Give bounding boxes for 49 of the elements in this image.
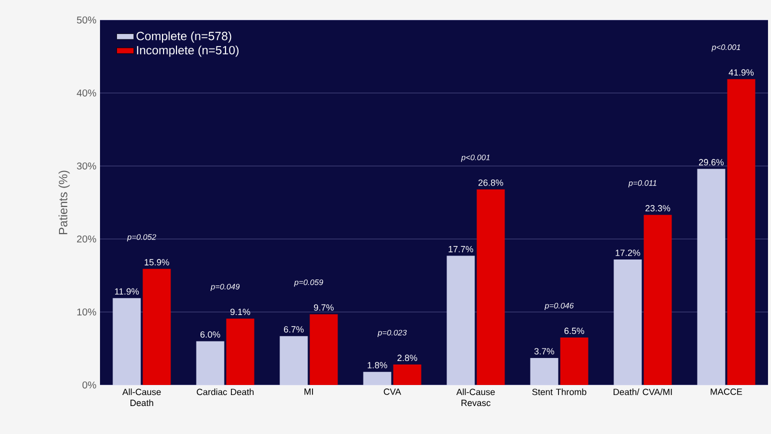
bar	[727, 79, 756, 385]
data-label: 6.5%	[564, 328, 584, 334]
data-label: 3.7%	[534, 348, 554, 354]
bar	[644, 214, 672, 385]
data-label: 9.7%	[314, 304, 334, 311]
data-label: 29.6%	[698, 159, 724, 166]
data-label: 17.7%	[448, 246, 474, 252]
bar	[614, 259, 642, 385]
y-tick-label: 40%	[76, 89, 96, 97]
data-label: 41.9%	[728, 69, 754, 76]
bar	[196, 341, 224, 385]
data-label: 11.9%	[115, 288, 139, 295]
data-label: 1.8%	[368, 362, 388, 368]
bar	[112, 298, 141, 385]
bar	[476, 189, 505, 385]
y-tick-label: 30%	[76, 162, 96, 170]
data-label: 26.8%	[478, 179, 504, 186]
bar	[142, 268, 171, 385]
y-axis-title: Patients (%)	[58, 170, 70, 234]
y-tick-label: 10%	[77, 308, 96, 316]
legend-label: Incomplete (n=510)	[137, 46, 239, 57]
x-tick-label: Stent Thromb	[532, 388, 586, 396]
bar	[446, 256, 475, 385]
bar	[560, 338, 588, 385]
bar	[363, 372, 392, 385]
data-label: 15.9%	[144, 259, 170, 266]
x-tick-label: All-Cause Revasc	[456, 388, 495, 406]
y-tick-label: 50%	[76, 16, 96, 24]
data-label: 6.7%	[284, 326, 304, 333]
y-tick-label: 20%	[77, 235, 96, 243]
data-label: 23.3%	[645, 205, 670, 212]
x-tick-label: CVA	[384, 388, 402, 395]
data-label: 6.0%	[200, 331, 220, 338]
legend-label: Complete (n=578)	[136, 31, 232, 43]
bar	[697, 168, 726, 385]
x-tick-label: Death/ CVA/MI	[614, 388, 672, 396]
data-label: 17.2%	[616, 250, 640, 256]
bar	[530, 358, 558, 385]
bar	[393, 364, 422, 385]
bar	[226, 318, 254, 385]
x-tick-label: Cardiac Death	[196, 388, 254, 396]
bar	[280, 336, 308, 385]
x-tick-label: MACCE	[710, 388, 742, 395]
x-tick-label: All-Cause Death	[122, 388, 161, 406]
bar	[310, 314, 338, 385]
x-tick-label: MI	[304, 388, 313, 395]
data-label: 2.8%	[397, 354, 418, 362]
data-label: 9.1%	[230, 308, 250, 316]
y-tick-label: 0%	[82, 381, 96, 389]
